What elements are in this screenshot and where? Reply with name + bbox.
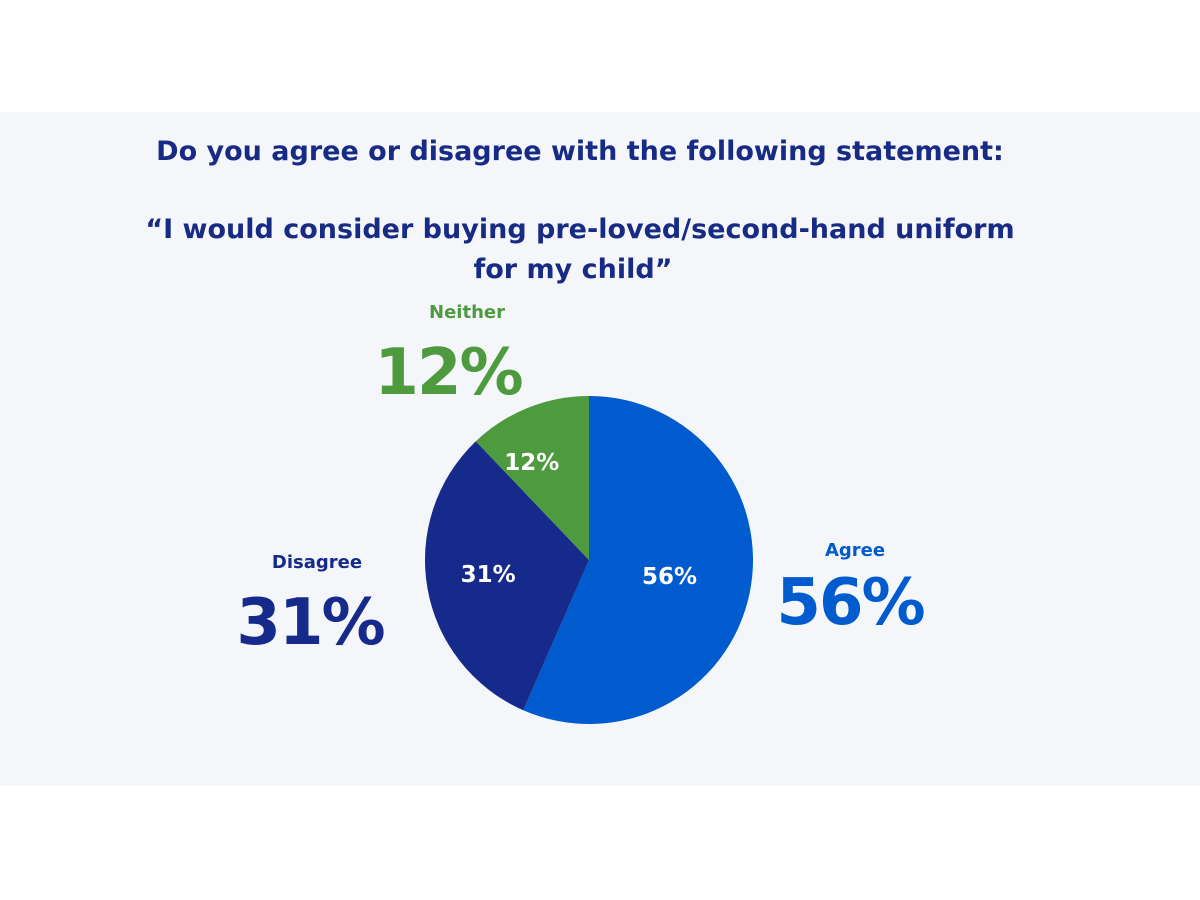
pie-slice-label-neither: 12% <box>504 450 559 476</box>
pie-slice-neither <box>475 396 589 560</box>
legend-label-agree: Agree <box>824 540 886 561</box>
chart-title-line-3: for my child” <box>473 254 673 285</box>
pie-slice-label-agree: 56% <box>642 564 697 590</box>
chart-title-line-2: “I would consider buying pre-loved/secon… <box>145 214 1015 245</box>
chart-title-line-1: Do you agree or disagree with the follow… <box>156 136 1004 167</box>
legend-label-neither: Neither <box>429 302 505 323</box>
callout-value-neither: 12% <box>374 336 523 410</box>
pie-slice-agree <box>523 396 753 724</box>
legend-label-disagree: Disagree <box>271 552 363 573</box>
pie-slice-label-disagree: 31% <box>461 562 516 588</box>
callout-value-disagree: 31% <box>236 586 385 660</box>
pie-slice-disagree <box>424 441 589 711</box>
callout-value-agree: 56% <box>776 566 925 640</box>
